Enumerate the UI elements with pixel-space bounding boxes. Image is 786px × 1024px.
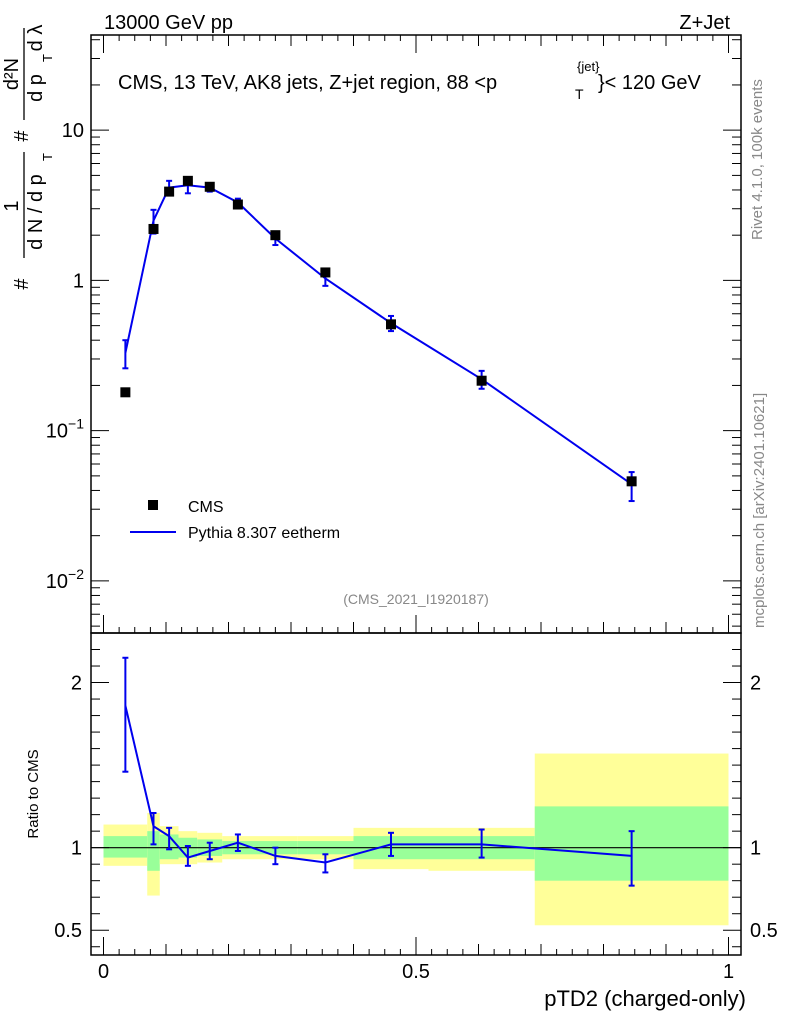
analysis-tag: (CMS_2021_I1920187) bbox=[343, 591, 489, 607]
cms-point bbox=[204, 181, 215, 192]
header-right: Z+Jet bbox=[679, 12, 730, 34]
main-frame bbox=[90, 34, 742, 634]
ratio-y-tick-label: 2 bbox=[71, 673, 82, 695]
y-label-num1: 1 bbox=[1, 200, 23, 211]
cms-point bbox=[148, 223, 159, 234]
plot-title: CMS, 13 TeV, AK8 jets, Z+jet region, 88 … bbox=[118, 72, 497, 94]
mc-line bbox=[124, 184, 633, 486]
ratio-y-axis-label: Ratio to CMS bbox=[25, 749, 42, 838]
cms-point bbox=[164, 186, 175, 197]
main-y-tick-label: 10 bbox=[62, 120, 84, 142]
cms-point bbox=[182, 175, 193, 186]
legend-cms-label: CMS bbox=[188, 499, 224, 516]
y-label-sub1: T bbox=[40, 153, 55, 161]
uncertainty-band-inner bbox=[147, 831, 160, 871]
cms-point bbox=[320, 267, 331, 278]
ratio-y-tick-label-right: 0.5 bbox=[750, 920, 778, 942]
legend-cms-marker bbox=[148, 500, 158, 510]
title-sub: T bbox=[575, 86, 584, 102]
x-tick-label: 0.5 bbox=[402, 961, 430, 983]
x-axis-label: pTD2 (charged-only) bbox=[544, 986, 746, 1011]
ratio-y-tick-label-right: 1 bbox=[750, 838, 761, 860]
cms-point bbox=[476, 375, 487, 386]
cms-point bbox=[120, 387, 131, 398]
y-label-den1: d N / d p bbox=[25, 174, 47, 250]
y-label-lambda: d λ bbox=[25, 25, 47, 52]
title-main: CMS, 13 TeV, AK8 jets, Z+jet region, 88 … bbox=[118, 72, 497, 94]
header-left: 13000 GeV pp bbox=[104, 12, 233, 34]
cms-point bbox=[386, 319, 396, 330]
ratio-y-tick-label: 0.5 bbox=[54, 920, 82, 942]
cms-point bbox=[626, 476, 637, 487]
main-y-tick-label: 10−1 bbox=[46, 416, 84, 443]
y-label-hash1: # bbox=[11, 278, 33, 290]
y-label-sub2: T bbox=[40, 54, 55, 62]
cms-point bbox=[232, 199, 243, 210]
y-label-hash2: # bbox=[11, 130, 33, 142]
ratio-y-tick-label: 1 bbox=[71, 838, 82, 860]
x-tick-label: 0 bbox=[98, 961, 109, 983]
mcplots-site-label: mcplots.cern.ch [arXiv:2401.10621] bbox=[751, 393, 768, 628]
cms-point bbox=[270, 230, 281, 241]
legend-mc-label: Pythia 8.307 eetherm bbox=[188, 525, 340, 542]
main-y-axis-label: # 1 d N / d p T # d²N d p T d λ bbox=[1, 25, 55, 290]
y-label-num2: d²N bbox=[1, 58, 23, 90]
ratio-y-tick-label-right: 2 bbox=[750, 673, 761, 695]
title-sup: {jet} bbox=[577, 59, 600, 74]
x-tick-label: 1 bbox=[723, 961, 734, 983]
main-y-tick-label: 1 bbox=[73, 270, 84, 292]
main-y-tick-label: 10−2 bbox=[46, 566, 84, 593]
rivet-label: Rivet 4.1.0, 100k events bbox=[749, 79, 766, 240]
ratio-panel: 0.5 0.5 1 1 2 2 0 0.5 1 bbox=[54, 632, 778, 983]
y-label-den2: d p bbox=[25, 74, 47, 102]
legend: CMS Pythia 8.307 eetherm bbox=[130, 499, 340, 542]
main-panel: 10−2 10−1 1 10 CMS, 13 TeV, AK8 jets, Z+jet… bbox=[46, 34, 742, 634]
uncertainty-band-inner bbox=[103, 836, 148, 858]
title-tail: }< 120 GeV bbox=[598, 72, 702, 94]
